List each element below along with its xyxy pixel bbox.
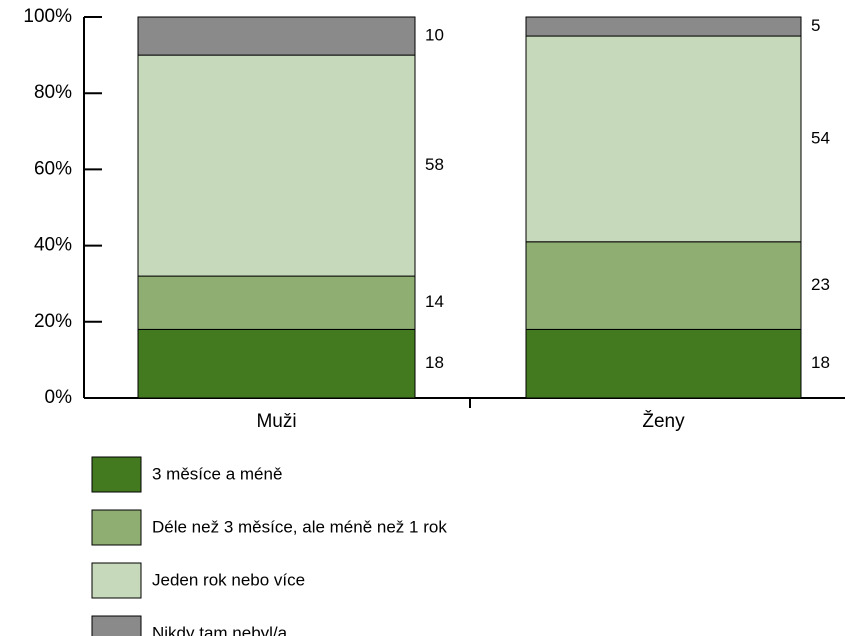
legend-swatch xyxy=(91,509,142,546)
legend-label: Déle než 3 měsíce, ale méně než 1 rok xyxy=(152,517,447,536)
value-label: 14 xyxy=(425,292,444,311)
bar-segment xyxy=(137,54,416,277)
y-tick-label: 0% xyxy=(45,387,73,408)
y-tick-label: 60% xyxy=(34,158,72,179)
value-label: 5 xyxy=(811,16,820,35)
y-tick-label: 100% xyxy=(23,6,72,27)
value-label: 10 xyxy=(425,26,444,45)
bar-segment xyxy=(137,275,416,330)
value-label: 23 xyxy=(811,275,830,294)
bar-segment xyxy=(137,328,416,399)
value-label: 18 xyxy=(425,353,444,372)
value-label: 18 xyxy=(811,353,830,372)
x-tick-label: Muži xyxy=(256,411,296,432)
legend-label: Jeden rok nebo více xyxy=(152,570,305,589)
bar-segment xyxy=(525,35,802,243)
bar-segment xyxy=(525,16,802,37)
value-label: 54 xyxy=(811,128,830,147)
legend-swatch xyxy=(91,562,142,599)
x-tick-label: Ženy xyxy=(642,410,685,432)
bar-segment xyxy=(525,241,802,330)
legend-swatch xyxy=(91,615,142,636)
bar-segment xyxy=(525,328,802,399)
y-tick-label: 20% xyxy=(34,311,72,332)
legend-label: 3 měsíce a méně xyxy=(152,464,282,483)
legend-label: Nikdy tam nebyl/a xyxy=(152,623,288,636)
legend-swatch xyxy=(91,456,142,493)
value-label: 58 xyxy=(425,155,444,174)
bar-segment xyxy=(137,16,416,56)
y-tick-label: 80% xyxy=(34,82,72,103)
y-tick-label: 40% xyxy=(34,235,72,256)
